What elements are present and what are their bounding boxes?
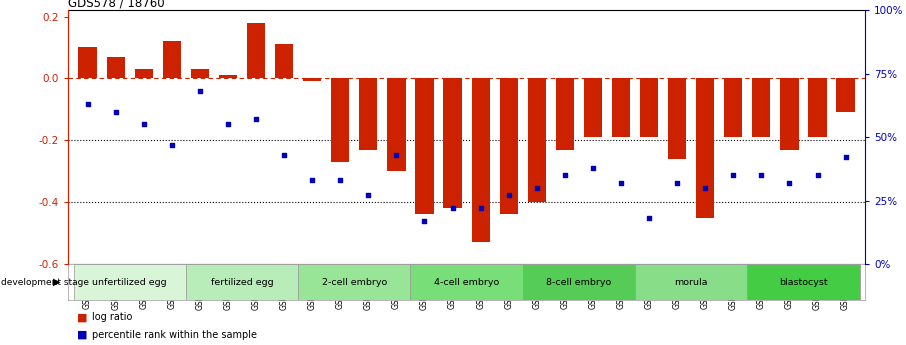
Text: blastocyst: blastocyst: [779, 277, 828, 287]
Text: unfertilized egg: unfertilized egg: [92, 277, 167, 287]
Bar: [499, 78, 518, 215]
Bar: [555, 78, 574, 149]
Text: fertilized egg: fertilized egg: [211, 277, 274, 287]
Point: [137, 122, 151, 127]
Bar: [780, 78, 798, 149]
Point: [698, 185, 712, 190]
Point: [249, 117, 264, 122]
Point: [193, 89, 207, 94]
Text: ■: ■: [77, 312, 88, 322]
Point: [277, 152, 292, 158]
Point: [810, 172, 824, 178]
Bar: [298, 264, 410, 300]
Bar: [275, 45, 294, 78]
Point: [641, 216, 656, 221]
Point: [333, 177, 348, 183]
Bar: [135, 69, 153, 78]
Bar: [696, 78, 714, 218]
Bar: [724, 78, 742, 137]
Text: 2-cell embryo: 2-cell embryo: [322, 277, 387, 287]
Bar: [219, 75, 237, 78]
Text: 8-cell embryo: 8-cell embryo: [546, 277, 612, 287]
Bar: [191, 69, 209, 78]
Point: [557, 172, 572, 178]
Bar: [247, 23, 265, 78]
Point: [81, 101, 95, 107]
Point: [165, 142, 179, 148]
Bar: [471, 78, 490, 242]
Bar: [304, 78, 322, 81]
Bar: [73, 264, 186, 300]
Point: [305, 177, 320, 183]
Bar: [668, 78, 686, 159]
Point: [613, 180, 628, 186]
Point: [782, 180, 796, 186]
Bar: [523, 264, 635, 300]
Point: [390, 152, 404, 158]
Point: [473, 205, 487, 211]
Bar: [387, 78, 406, 171]
Point: [529, 185, 544, 190]
Point: [838, 155, 853, 160]
Text: log ratio: log ratio: [92, 312, 133, 322]
Bar: [331, 78, 350, 162]
Point: [109, 109, 123, 115]
Point: [361, 193, 376, 198]
Text: GDS578 / 18760: GDS578 / 18760: [68, 0, 165, 9]
Point: [221, 122, 236, 127]
Bar: [163, 41, 181, 78]
Bar: [612, 78, 630, 137]
Bar: [583, 78, 602, 137]
Text: morula: morula: [674, 277, 708, 287]
Text: ■: ■: [77, 330, 88, 340]
Point: [446, 205, 460, 211]
Bar: [527, 78, 546, 202]
Bar: [752, 78, 770, 137]
Point: [726, 172, 740, 178]
Bar: [415, 78, 434, 215]
Bar: [186, 264, 298, 300]
Bar: [443, 78, 462, 208]
Point: [754, 172, 768, 178]
Point: [418, 218, 432, 224]
Bar: [836, 78, 854, 112]
Bar: [747, 264, 860, 300]
Bar: [79, 48, 97, 78]
Bar: [410, 264, 523, 300]
Text: ▶: ▶: [53, 277, 61, 287]
Text: percentile rank within the sample: percentile rank within the sample: [92, 330, 257, 340]
Bar: [808, 78, 826, 137]
Bar: [635, 264, 747, 300]
Bar: [640, 78, 658, 137]
Text: 4-cell embryo: 4-cell embryo: [434, 277, 499, 287]
Point: [585, 165, 600, 170]
Text: development stage: development stage: [1, 277, 89, 287]
Point: [501, 193, 516, 198]
Point: [670, 180, 684, 186]
Bar: [359, 78, 378, 149]
Bar: [107, 57, 125, 78]
